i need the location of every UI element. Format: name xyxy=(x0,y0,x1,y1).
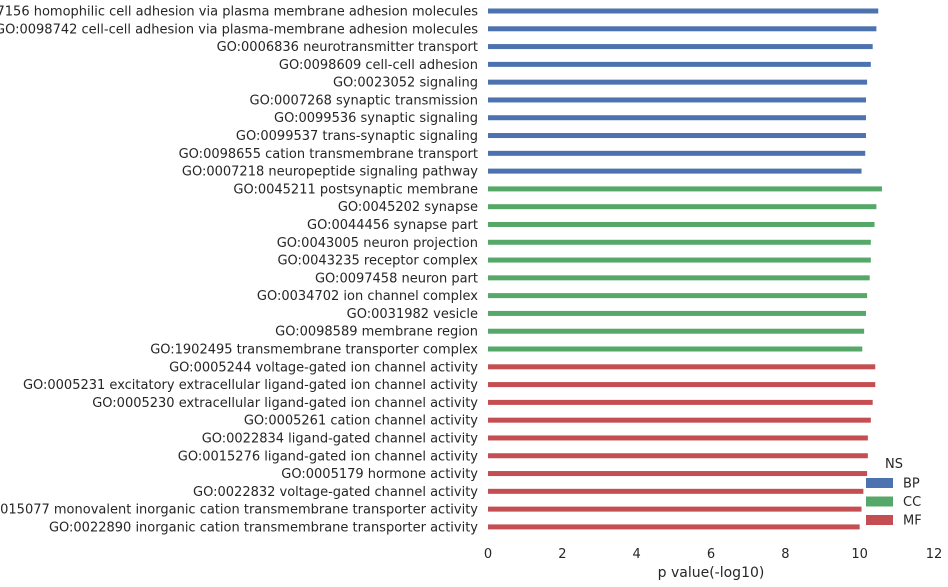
category-label: GO:0005179 hormone activity xyxy=(281,467,478,482)
bar-cc-19 xyxy=(488,346,863,352)
bar-cc-12 xyxy=(488,221,875,227)
legend: NS BP CC MF xyxy=(866,457,922,529)
bar-cc-18 xyxy=(488,328,865,334)
category-label: GO:0097458 neuron part xyxy=(315,271,478,286)
bar-mf-22 xyxy=(488,399,873,405)
bar-mf-25 xyxy=(488,453,868,459)
x-tick-label: 2 xyxy=(558,547,566,562)
bar-cc-15 xyxy=(488,275,870,281)
category-label: GO:0023052 signaling xyxy=(333,76,478,91)
bar-bp-5 xyxy=(488,97,866,103)
category-label: GO:0005261 cation channel activity xyxy=(244,414,478,429)
bar-bp-8 xyxy=(488,150,866,156)
legend-entries: BP CC MF xyxy=(866,477,922,529)
x-axis-ticks: 0 2 4 6 8 10 12 xyxy=(484,547,942,562)
bar-bp-3 xyxy=(488,61,871,67)
x-tick-label: 6 xyxy=(707,547,715,562)
legend-swatch-mf xyxy=(866,515,893,525)
bar-mf-26 xyxy=(488,471,868,477)
bar-bp-1 xyxy=(488,26,877,32)
category-label: GO:0044456 synapse part xyxy=(307,218,478,233)
bar-mf-27 xyxy=(488,488,864,494)
bar-cc-17 xyxy=(488,310,866,316)
category-label: GO:0015077 monovalent inorganic cation t… xyxy=(0,503,478,518)
bar-cc-11 xyxy=(488,204,877,210)
category-label: GO:0005244 voltage-gated ion channel act… xyxy=(169,360,478,375)
category-label: GO:0099537 trans-synaptic signaling xyxy=(236,129,478,144)
bar-mf-21 xyxy=(488,382,876,388)
category-label: GO:0099536 synaptic signaling xyxy=(274,111,478,126)
category-label: GO:0098742 cell-cell adhesion via plasma… xyxy=(0,22,478,37)
category-label: GO:0007268 synaptic transmission xyxy=(250,93,478,108)
bar-mf-24 xyxy=(488,435,868,441)
bar-bp-0 xyxy=(488,8,879,14)
x-axis-label: p value(-log10) xyxy=(658,565,765,581)
x-tick-label: 4 xyxy=(633,547,641,562)
bars-layer xyxy=(488,8,882,530)
category-label: GO:0006836 neurotransmitter transport xyxy=(217,40,478,55)
bar-bp-6 xyxy=(488,115,866,121)
bar-bp-9 xyxy=(488,168,862,174)
category-label: GO:0005231 excitatory extracellular liga… xyxy=(23,378,478,393)
category-label: GO:0043005 neuron projection xyxy=(277,236,478,251)
x-tick-label: 8 xyxy=(781,547,789,562)
bar-bp-2 xyxy=(488,44,873,50)
legend-swatch-bp xyxy=(866,478,893,488)
bar-mf-28 xyxy=(488,506,862,512)
legend-label-cc: CC xyxy=(903,495,921,510)
x-tick-label: 0 xyxy=(484,547,492,562)
category-label: GO:0098589 membrane region xyxy=(275,325,478,340)
category-label: GO:0031982 vesicle xyxy=(347,307,478,322)
category-label: GO:0045211 postsynaptic membrane xyxy=(233,182,478,197)
category-label: GO:0007218 neuropeptide signaling pathwa… xyxy=(182,165,478,180)
bar-mf-20 xyxy=(488,364,876,370)
legend-title: NS xyxy=(885,457,903,472)
category-label: GO:0098655 cation transmembrane transpor… xyxy=(179,147,478,162)
bar-mf-23 xyxy=(488,417,871,423)
bar-cc-13 xyxy=(488,239,871,245)
category-label: GO:0034702 ion channel complex xyxy=(257,289,478,304)
category-label: GO:0022834 ligand-gated channel activity xyxy=(202,431,479,446)
category-label: GO:0098609 cell-cell adhesion xyxy=(279,58,478,73)
bar-mf-29 xyxy=(488,524,860,530)
bar-cc-16 xyxy=(488,293,868,299)
category-label: GO:0045202 synapse xyxy=(338,200,478,215)
category-label: GO:0005230 extracellular ligand-gated io… xyxy=(92,396,478,411)
category-label: GO:0043235 receptor complex xyxy=(277,254,478,269)
x-tick-label: 10 xyxy=(851,547,868,562)
bar-cc-10 xyxy=(488,186,882,192)
legend-swatch-cc xyxy=(866,496,893,507)
legend-label-bp: BP xyxy=(903,477,920,492)
bar-bp-7 xyxy=(488,133,866,139)
category-label: GO:0015276 ligand-gated ion channel acti… xyxy=(178,449,479,464)
category-label: GO:0022890 inorganic cation transmembran… xyxy=(49,520,478,535)
x-tick-label: 12 xyxy=(926,547,943,562)
legend-label-mf: MF xyxy=(903,514,922,529)
bar-bp-4 xyxy=(488,79,868,85)
category-label: GO:1902495 transmembrane transporter com… xyxy=(150,343,478,358)
category-label: GO:0022832 voltage-gated channel activit… xyxy=(193,485,478,500)
bar-cc-14 xyxy=(488,257,871,263)
category-label: GO:0007156 homophilic cell adhesion via … xyxy=(0,5,478,20)
category-labels: GO:0007156 homophilic cell adhesion via … xyxy=(0,5,478,536)
